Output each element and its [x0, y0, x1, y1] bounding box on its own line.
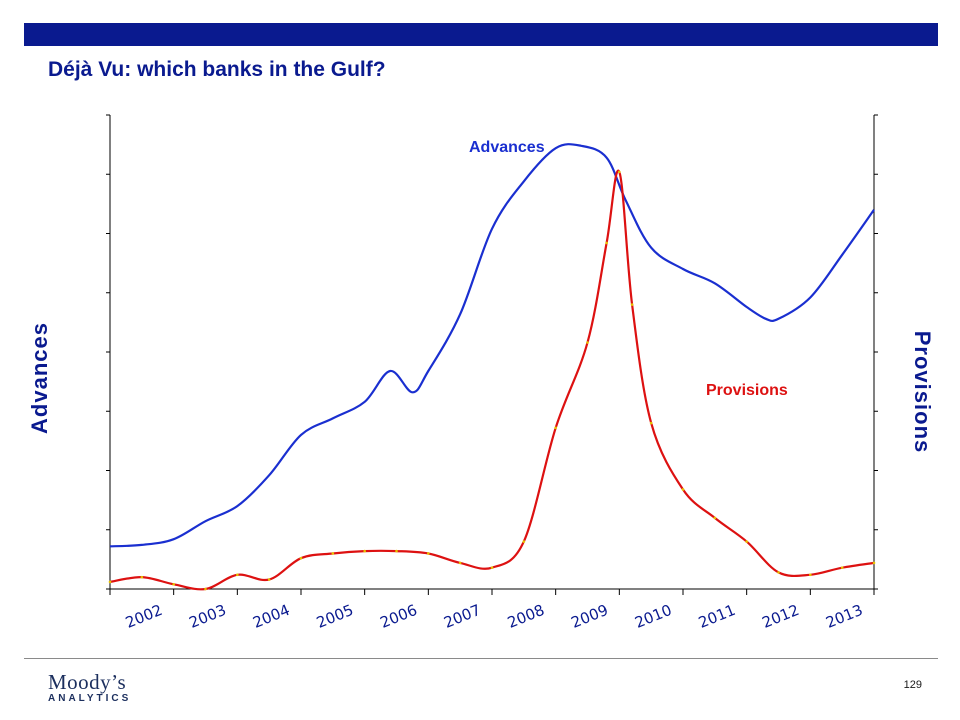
logo-wordmark: Moody’s — [48, 670, 127, 694]
provisions-point — [586, 341, 589, 344]
provisions-point — [363, 549, 366, 553]
x-tick-label: 2011 — [696, 601, 738, 632]
page-number: 129 — [903, 679, 922, 691]
provisions-point — [713, 516, 717, 520]
x-tick-label: 2012 — [760, 601, 802, 632]
provisions-line — [109, 169, 875, 591]
provisions-point — [490, 566, 494, 569]
provisions-point — [554, 426, 557, 430]
x-tick-label: 2007 — [441, 601, 483, 632]
provisions-point — [840, 566, 844, 569]
provisions-point — [108, 580, 112, 584]
provisions-point — [427, 552, 430, 555]
provisions-point — [681, 488, 685, 491]
provisions-point — [630, 303, 634, 306]
provisions-point — [872, 561, 876, 565]
slide-title: Déjà Vu: which banks in the Gulf? — [48, 58, 386, 81]
logo-subtitle: ANALYTICS — [48, 693, 132, 704]
provisions-point — [204, 587, 207, 591]
moodys-analytics-logo: Moody’s ANALYTICS — [48, 671, 131, 705]
advances-line — [109, 143, 875, 548]
provisions-point — [522, 540, 526, 543]
x-tick-label: 2010 — [632, 601, 674, 632]
provisions-point — [649, 421, 653, 425]
provisions-point — [618, 170, 621, 174]
provisions-point — [745, 540, 748, 543]
provisions-point — [395, 549, 398, 553]
advances-annotation: Advances — [469, 139, 545, 156]
provisions-point — [605, 241, 608, 245]
provisions-point — [331, 552, 335, 555]
provisions-point — [777, 571, 780, 574]
x-tick-label: 2013 — [823, 601, 865, 632]
x-tick-label: 2003 — [187, 601, 229, 632]
x-tick-label: 2009 — [569, 601, 611, 632]
provisions-point — [299, 556, 303, 560]
provisions-point — [809, 573, 812, 577]
x-tick-label: 2004 — [250, 601, 292, 632]
provisions-point — [267, 578, 271, 581]
footer-divider — [24, 658, 938, 659]
x-tick-label: 2006 — [378, 601, 420, 632]
provisions-point — [236, 573, 239, 577]
title-bar — [24, 23, 938, 46]
provisions-point — [172, 582, 175, 586]
provisions-point — [458, 561, 462, 565]
provisions-point — [140, 575, 144, 579]
x-tick-label: 2002 — [123, 601, 165, 632]
x-tick-label: 2008 — [505, 601, 547, 632]
x-tick-label: 2005 — [314, 601, 356, 632]
provisions-annotation: Provisions — [706, 382, 788, 399]
